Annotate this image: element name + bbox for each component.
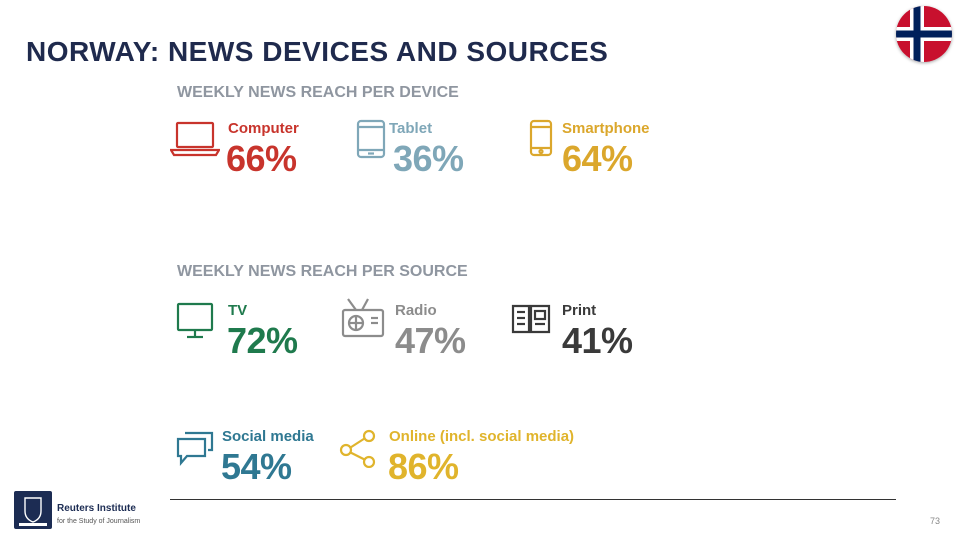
logo-line1: Reuters Institute bbox=[57, 503, 136, 514]
stat-label: Social media bbox=[222, 428, 314, 445]
stat-label: TV bbox=[228, 302, 248, 319]
stat-label: Radio bbox=[395, 302, 437, 319]
stat-value: 47% bbox=[395, 320, 466, 361]
stat-value: 54% bbox=[221, 446, 292, 487]
smartphone-icon bbox=[528, 118, 556, 163]
stat-label: Print bbox=[562, 302, 597, 319]
newspaper-icon bbox=[510, 302, 552, 341]
oxford-crest-icon bbox=[14, 491, 52, 529]
page-title: NORWAY: NEWS DEVICES AND SOURCES bbox=[26, 36, 609, 67]
share-icon bbox=[338, 428, 378, 473]
chat-icon bbox=[175, 428, 215, 473]
stat-value: 64% bbox=[562, 138, 633, 179]
stat-value: 66% bbox=[226, 138, 297, 179]
source-section-heading: WEEKLY NEWS REACH PER SOURCE bbox=[177, 263, 468, 280]
footer-divider bbox=[170, 499, 896, 500]
tv-icon bbox=[175, 300, 215, 345]
stat-value: 72% bbox=[227, 320, 298, 361]
norway-flag-icon bbox=[896, 6, 952, 62]
page-number: 73 bbox=[930, 516, 941, 526]
stat-value: 36% bbox=[393, 138, 464, 179]
radio-icon bbox=[340, 296, 386, 347]
laptop-icon bbox=[169, 118, 221, 163]
stat-label: Smartphone bbox=[562, 120, 650, 137]
logo-line2: for the Study of Journalism bbox=[57, 518, 141, 525]
stat-value: 41% bbox=[562, 320, 633, 361]
tablet-icon bbox=[355, 118, 387, 165]
stat-label: Tablet bbox=[389, 120, 433, 137]
stat-label: Computer bbox=[228, 120, 299, 137]
device-section-heading: WEEKLY NEWS REACH PER DEVICE bbox=[177, 84, 459, 101]
stat-label: Online (incl. social media) bbox=[389, 428, 575, 445]
stat-value: 86% bbox=[388, 446, 459, 487]
